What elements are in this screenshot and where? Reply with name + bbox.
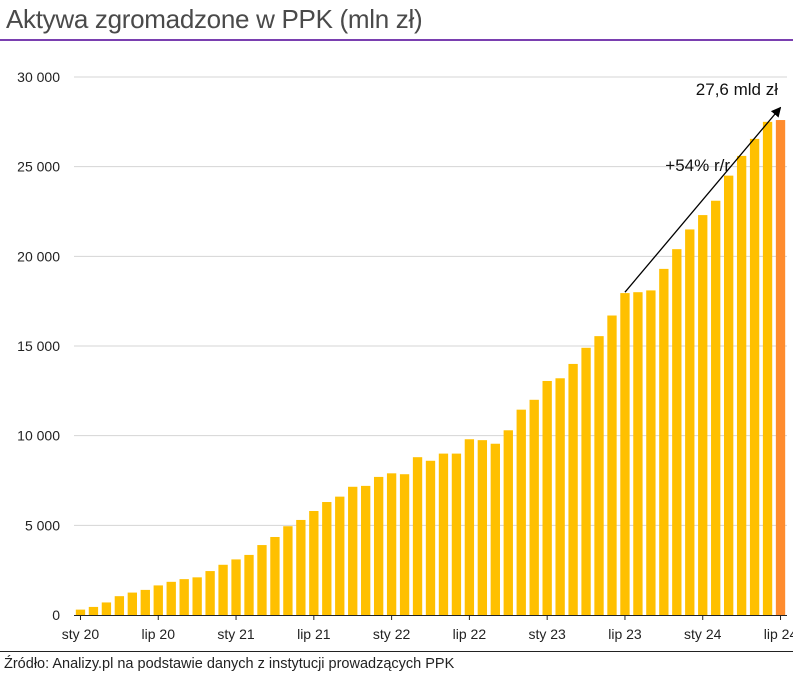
x-tick-label: lip 24 bbox=[764, 626, 793, 642]
y-tick-label: 20 000 bbox=[17, 248, 60, 264]
y-tick-label: 15 000 bbox=[17, 338, 60, 354]
bar bbox=[594, 336, 604, 615]
y-axis-ticks: 0 5 000 10 000 15 000 20 000 25 000 30 000 bbox=[17, 69, 60, 623]
x-tick-label: sty 23 bbox=[528, 626, 566, 642]
bar bbox=[685, 229, 695, 615]
x-tick-label: lip 23 bbox=[608, 626, 642, 642]
bar bbox=[270, 536, 280, 615]
bar bbox=[581, 347, 591, 615]
chart-title: Aktywa zgromadzone w PPK (mln zł) bbox=[6, 4, 423, 34]
annotations: 27,6 mld zł +54% r/r bbox=[624, 80, 782, 293]
y-tick-label: 25 000 bbox=[17, 159, 60, 175]
bar bbox=[516, 409, 526, 615]
bar bbox=[775, 120, 786, 615]
bar bbox=[477, 440, 488, 615]
bar bbox=[309, 510, 319, 615]
bar bbox=[373, 476, 384, 615]
y-tick-label: 10 000 bbox=[17, 428, 60, 444]
bar bbox=[231, 559, 241, 615]
x-tick-label: lip 20 bbox=[142, 626, 176, 642]
x-axis: sty 20 lip 20 sty 21 lip 21 sty 22 lip 22 sty … bbox=[62, 615, 793, 642]
bar bbox=[127, 592, 138, 615]
bar bbox=[244, 554, 254, 615]
bar bbox=[88, 606, 99, 615]
bar bbox=[179, 579, 189, 615]
bar bbox=[257, 545, 267, 615]
x-tick-label: lip 21 bbox=[297, 626, 331, 642]
bar bbox=[646, 290, 656, 615]
bar bbox=[166, 581, 176, 615]
bar bbox=[425, 460, 436, 615]
bar bbox=[218, 564, 228, 615]
bar bbox=[153, 585, 163, 615]
x-tick-label: sty 21 bbox=[217, 626, 255, 642]
bar bbox=[762, 121, 773, 615]
x-tick-label: sty 20 bbox=[62, 626, 100, 642]
bar bbox=[283, 526, 293, 615]
growth-rate-label: +54% r/r bbox=[665, 156, 730, 175]
bar bbox=[412, 457, 423, 615]
title-underline bbox=[0, 39, 793, 41]
bar bbox=[620, 293, 630, 615]
bar bbox=[749, 138, 760, 615]
bar bbox=[568, 363, 578, 615]
y-tick-label: 30 000 bbox=[17, 69, 60, 85]
bar bbox=[114, 596, 125, 615]
bar bbox=[75, 609, 86, 615]
source-note: Źródło: Analizy.pl na podstawie danych z… bbox=[4, 656, 455, 672]
bar bbox=[335, 496, 345, 615]
bar bbox=[296, 519, 306, 615]
y-tick-label: 5 000 bbox=[25, 517, 60, 533]
y-tick-label: 0 bbox=[52, 607, 60, 623]
bar bbox=[322, 502, 332, 615]
x-tick-label: sty 24 bbox=[684, 626, 722, 642]
bar bbox=[503, 430, 513, 615]
bar bbox=[542, 380, 552, 615]
bar bbox=[490, 443, 500, 615]
bar bbox=[140, 589, 150, 615]
footer-divider bbox=[0, 651, 793, 652]
bar bbox=[438, 453, 449, 615]
bar bbox=[361, 485, 371, 615]
bar bbox=[672, 249, 682, 615]
bar bbox=[451, 453, 462, 615]
bar bbox=[555, 378, 565, 615]
bar bbox=[464, 439, 475, 615]
bar bbox=[348, 486, 358, 615]
growth-arrow bbox=[624, 106, 782, 293]
bar bbox=[633, 292, 643, 615]
total-assets-label: 27,6 mld zł bbox=[696, 80, 778, 99]
bar bbox=[723, 175, 734, 615]
bar bbox=[386, 473, 397, 615]
bar bbox=[736, 155, 747, 615]
bar bbox=[192, 577, 202, 615]
bar bbox=[711, 200, 721, 616]
bar bbox=[698, 215, 708, 615]
x-tick-label: lip 22 bbox=[453, 626, 487, 642]
bar bbox=[659, 268, 669, 615]
bar bbox=[529, 399, 539, 615]
bar bbox=[399, 474, 410, 615]
bar bbox=[205, 571, 215, 615]
x-tick-label: sty 22 bbox=[373, 626, 411, 642]
bars bbox=[75, 120, 786, 616]
bar bbox=[607, 315, 617, 615]
bar bbox=[101, 602, 112, 615]
